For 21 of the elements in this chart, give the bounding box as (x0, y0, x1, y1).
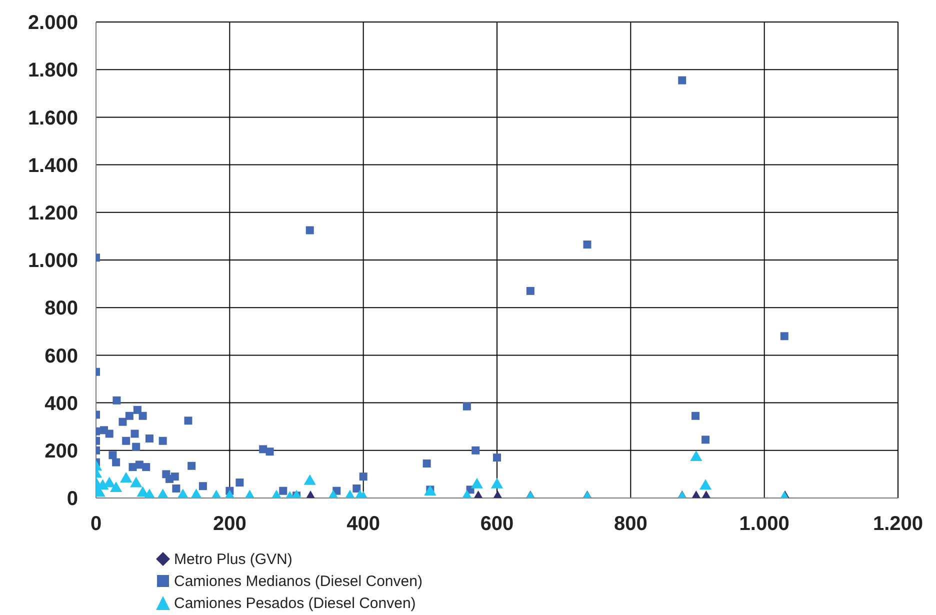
y-tick-label: 2.000 (28, 12, 78, 34)
x-tick-label: 800 (614, 513, 648, 536)
y-tick-label: 1.200 (28, 202, 78, 224)
y-tick-label: 1.400 (28, 154, 78, 177)
x-tick-label: 1.200 (872, 513, 924, 536)
y-tick-label: 200 (44, 440, 78, 462)
y-tick-label: 600 (44, 345, 78, 368)
x-tick-label: 1.000 (739, 513, 790, 536)
y-tick-label: 0 (66, 488, 78, 510)
legend-label: Camiones Pesados (Diesel Conven) (174, 594, 416, 612)
x-tick-label: 200 (212, 513, 246, 536)
y-tick-label: 1.600 (28, 107, 78, 130)
legend-label: Camiones Medianos (Diesel Conven) (174, 572, 422, 590)
y-tick-label: 1.800 (28, 60, 78, 82)
y-tick-label: 1.000 (28, 250, 78, 272)
y-tick-label: 400 (44, 392, 78, 415)
x-tick-label: 0 (90, 513, 102, 536)
legend-label: Metro Plus (GVN) (174, 550, 292, 568)
x-tick-label: 400 (346, 513, 380, 536)
y-tick-label: 800 (44, 298, 78, 320)
x-tick-label: 600 (480, 513, 514, 536)
